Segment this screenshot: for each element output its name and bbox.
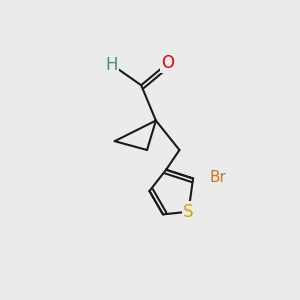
Text: Br: Br bbox=[210, 169, 226, 184]
Text: S: S bbox=[183, 203, 194, 221]
Text: H: H bbox=[106, 56, 118, 74]
Text: O: O bbox=[161, 54, 174, 72]
